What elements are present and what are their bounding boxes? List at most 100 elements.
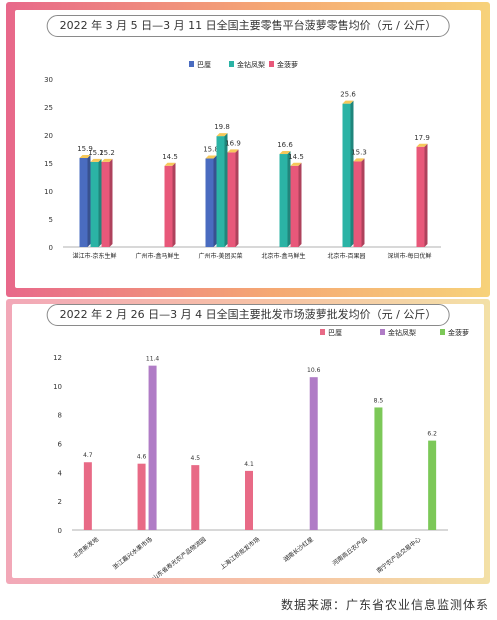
legend-swatch [440, 329, 445, 335]
x-category-label: 北京市-百果园 [327, 252, 365, 260]
bar-side [87, 154, 91, 247]
data-label: 15.9 [77, 145, 93, 153]
bar [79, 157, 88, 247]
y-tick-label: 10 [44, 188, 53, 196]
bar-side [109, 158, 113, 247]
bar [374, 407, 383, 530]
x-category-label: 河南商丘农产品 [331, 535, 369, 567]
y-tick-label: 20 [44, 132, 53, 140]
legend-label: 巴厘 [197, 61, 211, 69]
bar [216, 136, 225, 247]
bar-top [353, 158, 365, 162]
x-category-label: 南宁农产品交易中心 [375, 535, 422, 575]
bar [205, 158, 214, 247]
wholesale-chart-svg: 0 2 4 6 8 10 12 巴厘 金钻凤梨 金菠萝 4.7 北京新发地 4.6 11.4 浙江嘉兴水果市… [53, 328, 469, 578]
x-category-label: 浙江嘉兴水果市场 [111, 535, 154, 571]
x-category-label: 北京新发地 [72, 535, 101, 560]
bar-top [164, 162, 176, 166]
y-tick-label: 12 [53, 354, 62, 362]
wholesale-chart-area: 2022 年 2 月 26 日—3 月 4 日全国主要批发市场菠萝批发均价（元 … [12, 304, 484, 578]
legend-label: 金菠萝 [448, 328, 469, 337]
data-label: 19.8 [214, 123, 230, 131]
bar-side [235, 149, 239, 247]
bar [290, 165, 299, 247]
bar [164, 165, 173, 247]
data-label: 14.5 [162, 153, 178, 161]
x-category-label: 广州市-美团买菜 [198, 252, 242, 260]
y-tick-label: 8 [58, 412, 62, 420]
bar-top [90, 158, 102, 162]
data-label: 11.4 [146, 356, 160, 363]
y-tick-label: 10 [53, 383, 62, 391]
bar [416, 146, 425, 247]
legend-label: 金菠萝 [277, 60, 298, 69]
data-label: 15.8 [203, 146, 219, 154]
data-source-note: 数据来源：广东省农业信息监测体系 [280, 598, 489, 612]
bar-side [424, 143, 428, 247]
y-tick-label: 2 [58, 498, 62, 506]
bar [191, 465, 200, 530]
y-tick-label: 15 [44, 160, 53, 168]
legend-swatch [320, 329, 325, 335]
x-category-label: 上海江桥批发市场 [218, 535, 261, 571]
data-label: 4.5 [191, 455, 201, 462]
data-label: 15.3 [351, 148, 367, 156]
data-label: 25.6 [340, 91, 356, 99]
bar [342, 103, 351, 247]
data-label: 15.2 [99, 149, 115, 157]
data-label: 14.5 [288, 153, 304, 161]
data-label: 4.6 [137, 454, 147, 461]
bar [279, 154, 288, 247]
bar-top [216, 133, 228, 137]
data-label: 4.1 [244, 461, 254, 468]
bar [101, 161, 110, 247]
y-tick-label: 6 [58, 441, 63, 449]
legend-swatch [380, 329, 385, 335]
bar [148, 365, 157, 530]
x-category-label: 湖南长沙红星 [282, 535, 315, 563]
bar-top [290, 162, 302, 166]
y-tick-label: 0 [58, 527, 62, 535]
bar-side [172, 162, 176, 247]
bar [353, 161, 362, 247]
bar [137, 463, 146, 530]
legend-swatch [189, 61, 194, 67]
bar-top [205, 155, 217, 159]
bar-top [79, 154, 91, 158]
data-label: 4.7 [83, 452, 93, 459]
bar-side [298, 162, 302, 247]
wholesale-price-panel: 2022 年 2 月 26 日—3 月 4 日全国主要批发市场菠萝批发均价（元 … [6, 299, 490, 584]
bar [245, 470, 253, 530]
x-category-label: 广州市-盒马鲜生 [135, 252, 179, 260]
retail-price-panel: 2022 年 3 月 5 日—3 月 11 日全国主要零售平台菠萝零售均价（元 … [6, 2, 490, 297]
bar-top [101, 158, 113, 162]
bar [83, 462, 92, 530]
bar [309, 377, 318, 530]
legend-label: 巴厘 [328, 329, 342, 337]
bar-side [361, 158, 365, 247]
x-category-label: 北京市-盒马鲜生 [261, 252, 305, 260]
bar-side [224, 133, 228, 247]
legend-label: 金钻凤梨 [388, 328, 416, 337]
retail-chart-area: 2022 年 3 月 5 日—3 月 11 日全国主要零售平台菠萝零售均价（元 … [15, 10, 481, 288]
x-category-label: 湛江市-京东生鲜 [72, 252, 116, 260]
y-tick-label: 0 [49, 244, 53, 252]
data-label: 8.5 [374, 397, 384, 404]
x-category-label: 山东省寿光农产品物流园 [151, 535, 208, 578]
y-tick-label: 25 [44, 104, 53, 112]
data-label: 17.9 [414, 134, 430, 142]
bar-top [227, 149, 239, 153]
bar-top [279, 151, 291, 155]
bar-side [98, 158, 102, 247]
x-category-label: 深圳市-每日优鲜 [387, 252, 431, 260]
data-label: 10.6 [307, 367, 321, 374]
bar-top [416, 143, 428, 147]
bar-side [287, 151, 291, 247]
data-label: 6.2 [427, 431, 437, 438]
bar-side [350, 100, 354, 247]
bar [428, 440, 437, 530]
wholesale-chart-title: 2022 年 2 月 26 日—3 月 4 日全国主要批发市场菠萝批发均价（元 … [46, 304, 450, 326]
data-label: 15.2 [88, 149, 104, 157]
legend-swatch [269, 61, 274, 67]
